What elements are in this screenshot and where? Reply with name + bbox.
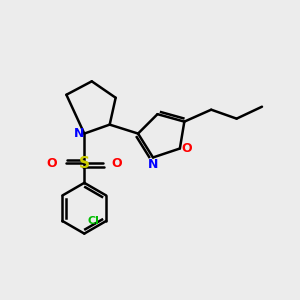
- Text: O: O: [47, 157, 57, 170]
- Text: S: S: [79, 156, 90, 171]
- Text: N: N: [74, 127, 84, 140]
- Text: O: O: [111, 157, 122, 170]
- Text: O: O: [181, 142, 192, 155]
- Text: N: N: [148, 158, 158, 170]
- Text: Cl: Cl: [88, 216, 100, 226]
